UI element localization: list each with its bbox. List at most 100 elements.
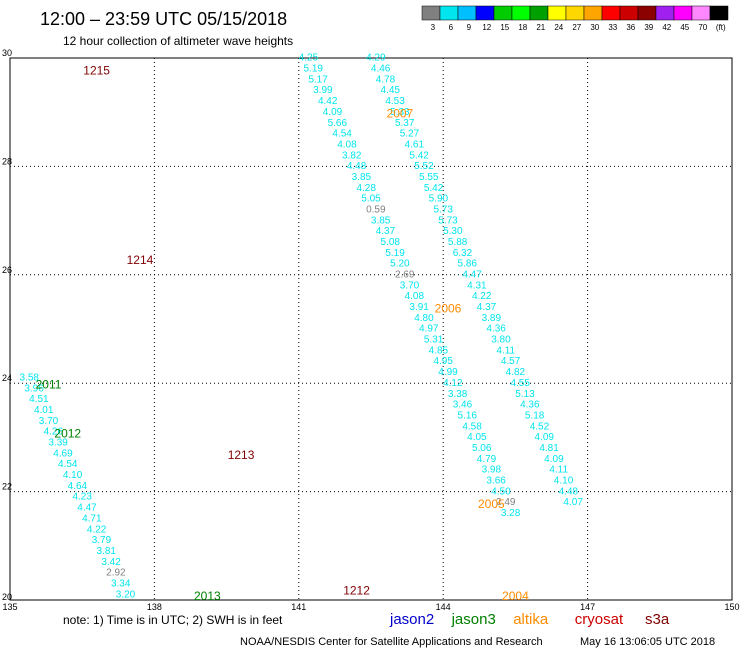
wave-height-value: 3.85 [352, 172, 372, 183]
color-scale-label: 27 [572, 23, 581, 32]
wave-height-value: 4.61 [405, 139, 425, 150]
mission-legend: jason2 jason3 altika cryosat s3a [389, 611, 670, 628]
wave-height-value: 5.86 [458, 259, 478, 270]
wave-height-value: 2.69 [395, 270, 415, 281]
wave-height-value: 4.85 [429, 345, 449, 356]
wave-height-value: 4.71 [82, 513, 102, 524]
color-swatch [529, 5, 549, 21]
credit-text: NOAA/NESDIS Center for Satellite Applica… [240, 636, 543, 648]
wave-height-value: 4.69 [53, 448, 73, 459]
wave-height-value: 5.90 [429, 194, 449, 205]
wave-height-value: 5.06 [472, 443, 492, 454]
wave-height-value: 4.08 [405, 291, 425, 302]
axis-tick-labels: 135 138 141 144 147 150 20 22 24 26 28 30 [2, 48, 740, 612]
wave-height-value: 5.19 [304, 64, 324, 75]
pass-time-label: 1212 [343, 584, 370, 598]
color-scale-label: 12 [482, 23, 491, 32]
wave-height-value: 4.52 [530, 421, 550, 432]
wave-height-value: 4.10 [554, 475, 574, 486]
wave-height-value: 5.73 [438, 215, 458, 226]
wave-height-value: 5.42 [409, 150, 429, 161]
y-tick-label: 24 [2, 373, 12, 383]
pass-time-label: 2004 [502, 589, 529, 603]
wave-height-value: 4.37 [376, 226, 396, 237]
pass-time-label: 2012 [54, 426, 81, 440]
wave-height-value: 0.59 [366, 204, 386, 215]
pass-time-label: 1213 [228, 448, 255, 462]
wave-height-value: 4.50 [491, 486, 511, 497]
wave-height-value: 3.85 [371, 215, 391, 226]
wave-height-value: 4.46 [371, 64, 391, 75]
wave-height-value: 4.99 [438, 367, 458, 378]
wave-height-value: 4.05 [467, 432, 487, 443]
color-swatch [583, 5, 603, 21]
wave-height-value: 3.20 [116, 589, 136, 600]
pass-time-labels: 1215 2007 1214 2006 2011 2012 1213 2005 2013 1212… [36, 63, 529, 603]
wave-height-value: 3.42 [101, 557, 121, 568]
wave-height-value: 5.13 [515, 389, 535, 400]
mission-label: cryosat [575, 611, 624, 628]
wave-height-value: 5.27 [400, 129, 420, 140]
wave-height-value: 3.79 [92, 535, 112, 546]
color-scale-label: 18 [518, 23, 527, 32]
wave-height-value: 5.42 [424, 183, 444, 194]
mission-label: s3a [645, 611, 670, 628]
wave-height-value: 4.26 [44, 427, 64, 438]
wave-height-value: 4.80 [414, 313, 434, 324]
color-scale-label: 6 [449, 23, 454, 32]
wave-height-value: 4.51 [29, 394, 49, 405]
wave-height-value: 3.99 [313, 85, 333, 96]
wave-height-value: 4.29 [366, 53, 386, 64]
wave-height-value: 2.92 [106, 568, 126, 579]
wave-height-value: 4.36 [520, 400, 540, 411]
generation-timestamp: May 16 13:06:05 UTC 2018 [580, 636, 715, 648]
x-tick-label: 141 [291, 602, 306, 612]
wave-height-value: 4.23 [72, 492, 92, 503]
wave-height-value: 6.32 [453, 248, 473, 259]
color-scale-label: 15 [500, 23, 509, 32]
color-scale-label: 45 [680, 23, 689, 32]
x-tick-label: 150 [724, 602, 739, 612]
color-scale-label: 9 [467, 23, 472, 32]
wave-height-value: 4.45 [381, 85, 401, 96]
wave-height-value: 3.39 [48, 438, 68, 449]
wave-height-value: 5.16 [458, 410, 478, 421]
wave-height-value: 4.37 [477, 302, 497, 313]
color-swatch [619, 5, 639, 21]
color-scale-label: 30 [590, 23, 599, 32]
color-swatch [673, 5, 693, 21]
wave-height-value: 5.88 [448, 237, 468, 248]
wave-height-value: 5.55 [419, 172, 439, 183]
wave-height-value: 3.96 [24, 383, 44, 394]
x-tick-label: 144 [436, 602, 451, 612]
wave-height-value: 4.09 [544, 454, 564, 465]
wave-height-value: 4.47 [462, 270, 482, 281]
wave-height-value: 5.20 [390, 259, 410, 270]
wave-height-value: 4.25 [299, 53, 319, 64]
wave-height-value: 3.82 [342, 150, 362, 161]
wave-height-value: 5.17 [308, 74, 328, 85]
pass-time-label: 2011 [36, 378, 62, 392]
wave-height-value: 5.31 [424, 335, 444, 346]
wave-height-value: 5.19 [385, 248, 405, 259]
wave-height-value: 4.31 [467, 280, 487, 291]
wave-height-value: 4.54 [58, 459, 78, 470]
wave-height-value: 3.89 [482, 313, 502, 324]
wave-height-value: 3.80 [491, 335, 511, 346]
color-swatch [601, 5, 621, 21]
wave-height-value: 4.81 [539, 443, 559, 454]
color-scale-label: 3 [431, 23, 436, 32]
color-swatch [709, 5, 729, 21]
wave-height-value: 4.54 [332, 129, 352, 140]
wave-height-value: 2.49 [496, 497, 516, 508]
wave-height-value: 4.79 [477, 454, 497, 465]
color-scale-label: (ft) [716, 23, 726, 32]
units-note: note: 1) Time is in UTC; 2) SWH is in fe… [63, 613, 283, 627]
wave-height-value: 5.73 [433, 204, 453, 215]
wave-height-value: 4.10 [63, 470, 83, 481]
wave-height-value: 5.30 [443, 226, 463, 237]
wave-height-value: 3.38 [448, 389, 468, 400]
wave-height-value: 4.47 [77, 503, 97, 514]
chart-title: 12:00 – 23:59 UTC 05/15/2018 [40, 9, 287, 29]
